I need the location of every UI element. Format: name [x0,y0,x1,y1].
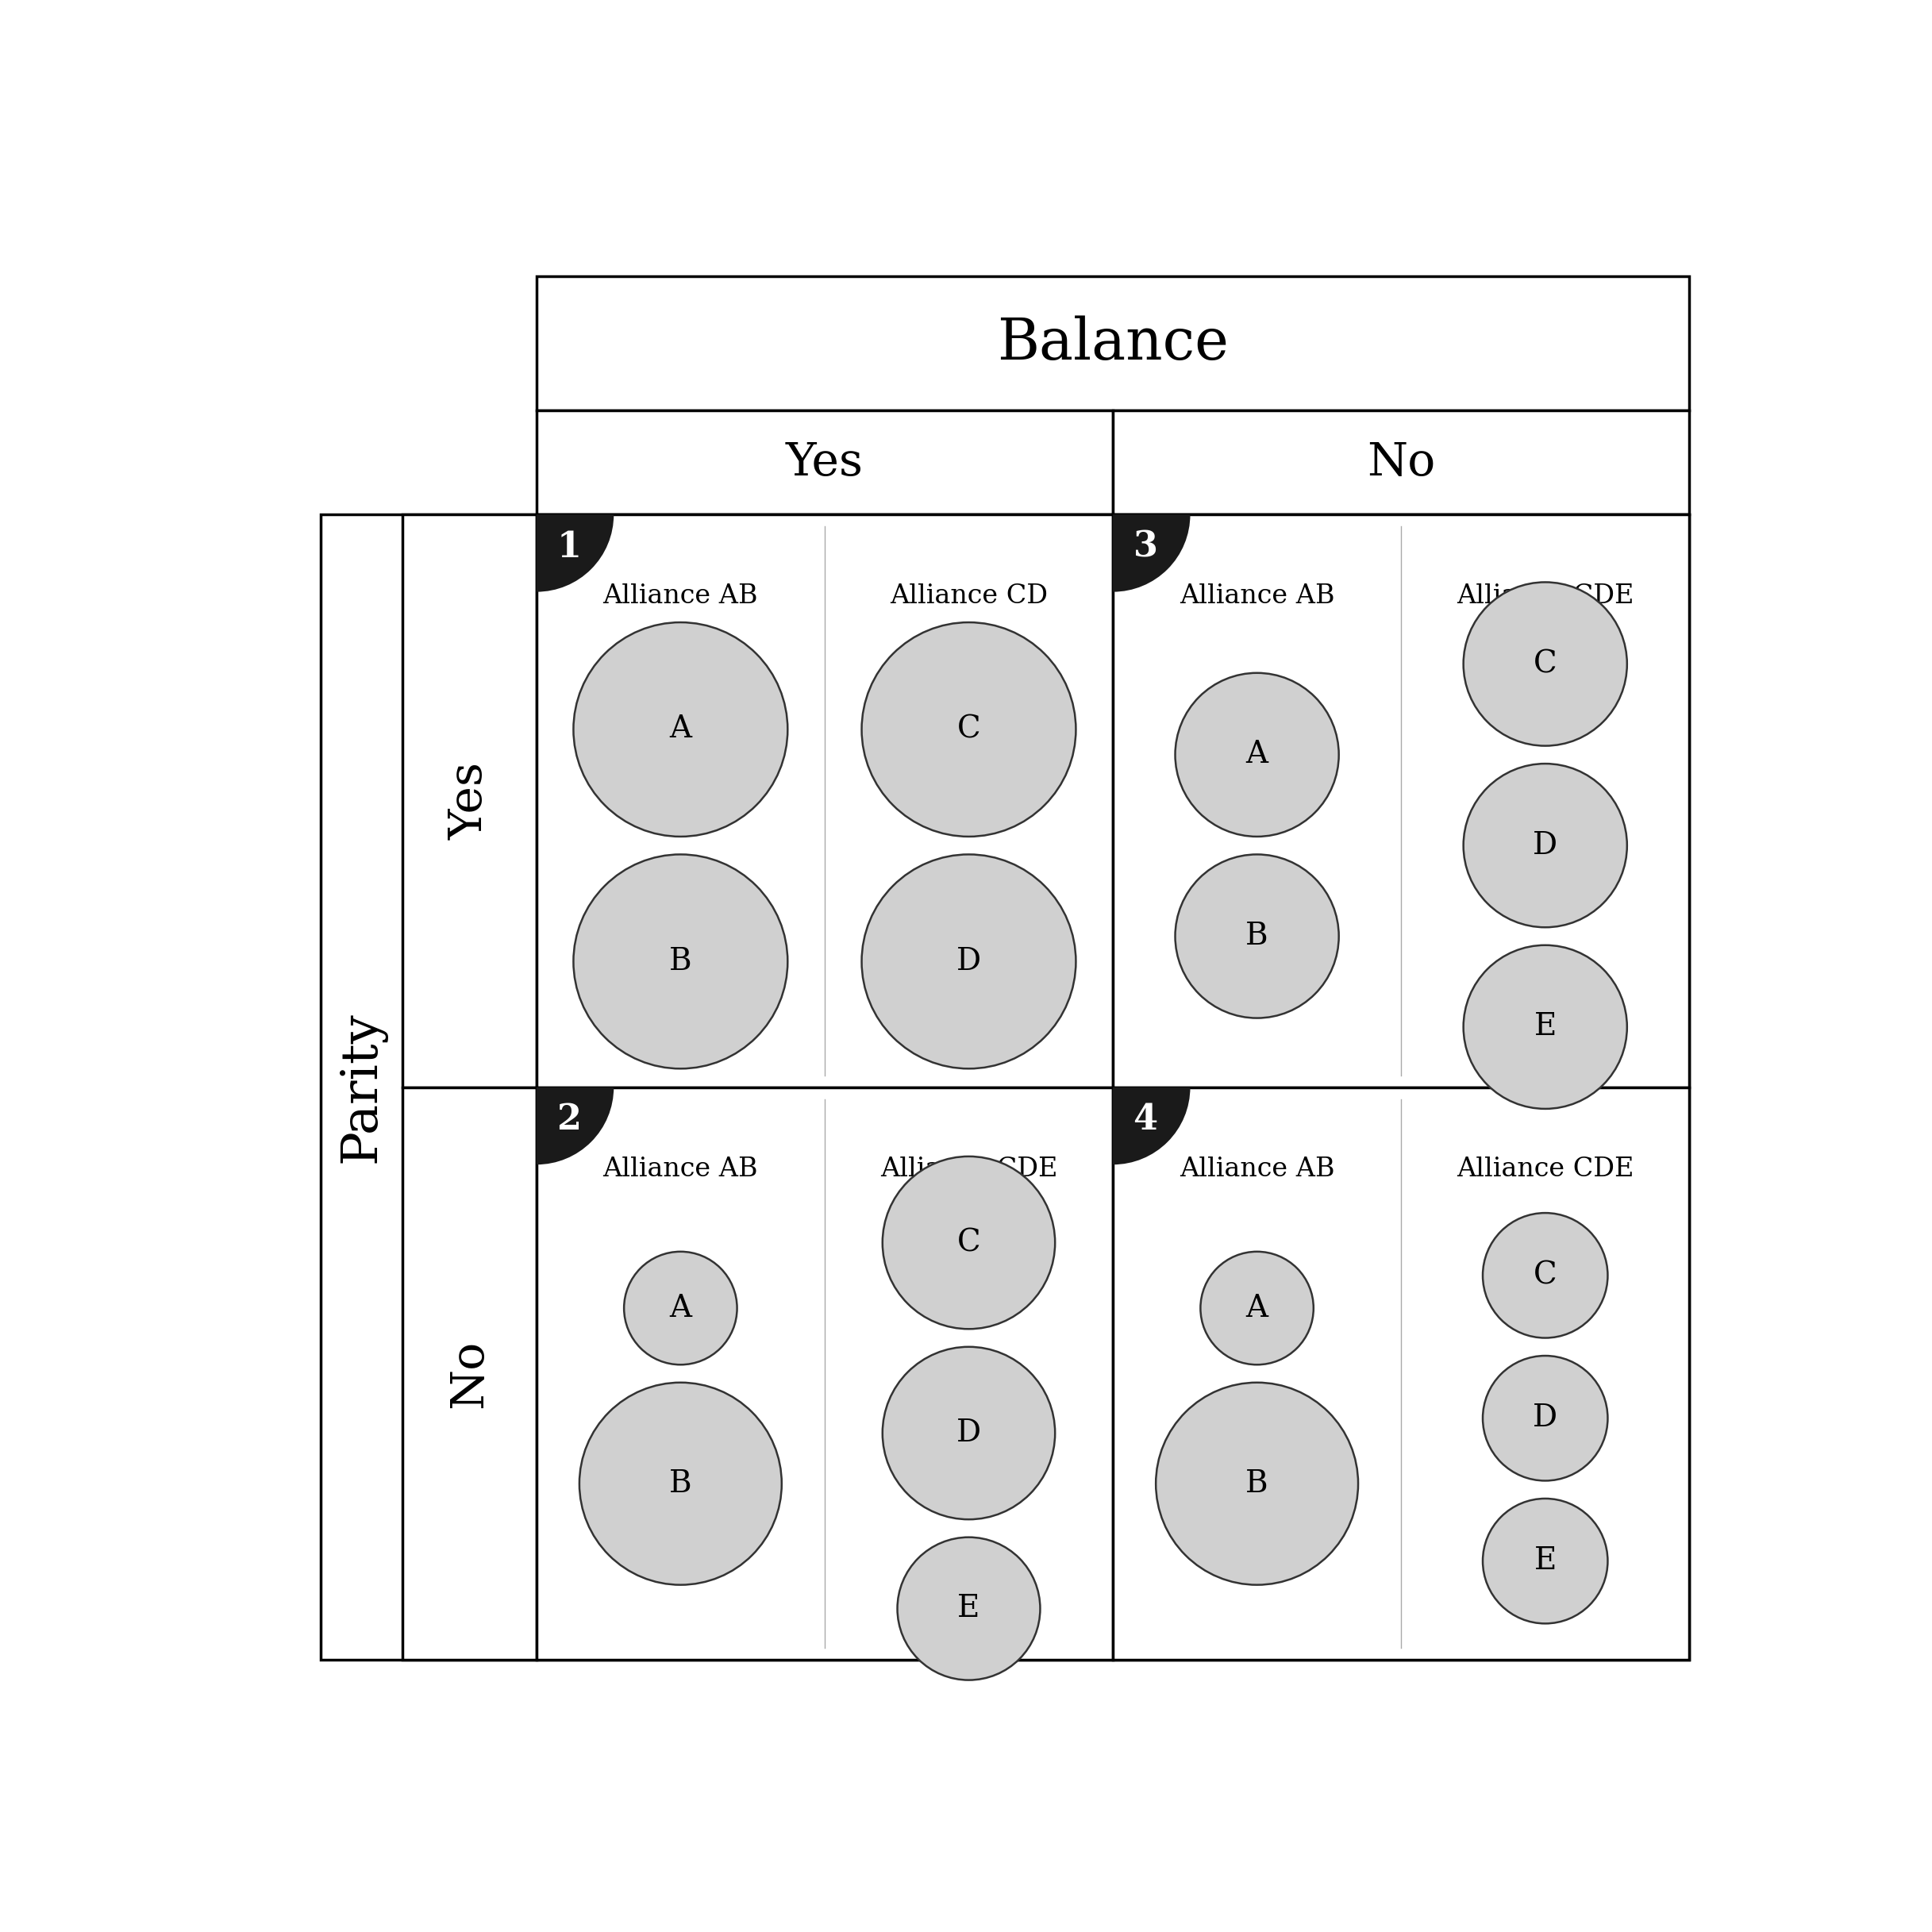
Text: Yes: Yes [446,761,493,840]
Text: Alliance CDE: Alliance CDE [1457,1157,1634,1182]
Text: Alliance CD: Alliance CD [891,583,1047,609]
Text: C: C [1534,649,1557,678]
Bar [537,1088,1113,1660]
Circle shape [1482,1499,1607,1623]
Text: B: B [1246,922,1267,951]
Bar [537,514,1113,1088]
Circle shape [862,854,1076,1068]
Circle shape [1463,763,1627,927]
Text: Parity: Parity [338,1012,386,1163]
Text: E: E [1534,1012,1557,1041]
Bar [402,514,537,1088]
Text: B: B [1246,1468,1267,1499]
Circle shape [896,1538,1039,1681]
Circle shape [1200,1252,1314,1364]
Text: D: D [956,1418,981,1447]
Circle shape [1155,1383,1358,1584]
Circle shape [1175,854,1339,1018]
Bar [402,1088,537,1660]
Bar [321,514,1689,1660]
Wedge shape [1113,514,1190,591]
Circle shape [1175,672,1339,837]
Bar [1113,1088,1689,1660]
Circle shape [1463,945,1627,1109]
Text: Alliance CDE: Alliance CDE [881,1157,1057,1182]
Text: No: No [446,1339,493,1408]
Text: Alliance CDE: Alliance CDE [1457,583,1634,609]
Bar [1113,514,1689,1088]
Text: 1: 1 [556,529,582,564]
Circle shape [580,1383,782,1584]
Text: No: No [1366,440,1435,485]
Circle shape [574,622,788,837]
Text: Balance: Balance [997,315,1229,371]
Text: Alliance AB: Alliance AB [603,583,757,609]
Bar [537,276,1689,410]
Text: B: B [668,1468,692,1499]
Text: A: A [1246,1293,1267,1323]
Bar [1113,410,1689,514]
Text: 4: 4 [1132,1103,1157,1136]
Text: Yes: Yes [786,440,864,485]
Text: A: A [668,1293,692,1323]
Text: 3: 3 [1132,529,1157,564]
Text: B: B [668,947,692,976]
Wedge shape [1113,1088,1190,1165]
Text: D: D [1532,1403,1557,1434]
Circle shape [862,622,1076,837]
Text: C: C [956,715,981,744]
Text: C: C [956,1229,981,1258]
Text: E: E [958,1594,980,1623]
Bar [537,410,1113,514]
Circle shape [1482,1356,1607,1480]
Circle shape [1482,1213,1607,1337]
Circle shape [624,1252,738,1364]
Circle shape [883,1157,1055,1329]
Circle shape [1463,582,1627,746]
Text: C: C [1534,1262,1557,1291]
Text: Alliance AB: Alliance AB [603,1157,757,1182]
Wedge shape [537,1088,614,1165]
Text: 2: 2 [556,1103,582,1136]
Text: D: D [956,947,981,976]
Text: Alliance AB: Alliance AB [1179,1157,1335,1182]
Text: E: E [1534,1546,1557,1577]
Text: D: D [1532,831,1557,860]
Text: Alliance AB: Alliance AB [1179,583,1335,609]
Wedge shape [537,514,614,591]
Text: A: A [1246,740,1267,769]
Circle shape [883,1347,1055,1519]
Text: A: A [668,715,692,744]
Circle shape [574,854,788,1068]
